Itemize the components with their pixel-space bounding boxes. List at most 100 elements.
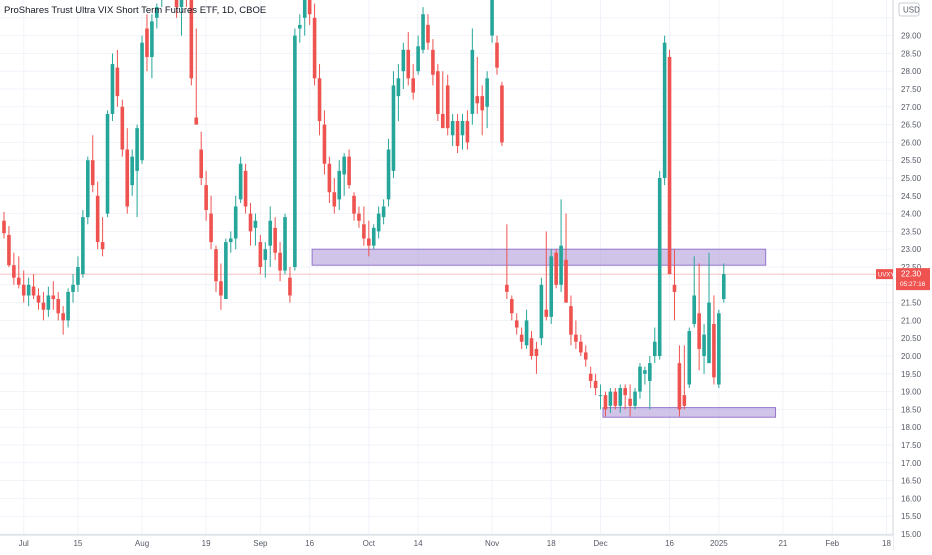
candle[interactable] <box>524 309 529 349</box>
candle[interactable] <box>233 195 238 250</box>
candle[interactable] <box>302 0 307 36</box>
candle[interactable] <box>500 81 504 146</box>
candle[interactable] <box>41 291 46 321</box>
candle[interactable] <box>66 288 70 328</box>
candle[interactable] <box>16 256 21 289</box>
candle[interactable] <box>638 363 642 399</box>
candle[interactable] <box>485 71 489 129</box>
candle[interactable] <box>140 35 144 164</box>
candle[interactable] <box>386 138 391 207</box>
candle[interactable] <box>243 163 248 214</box>
candle[interactable] <box>623 384 627 410</box>
candle[interactable] <box>327 156 332 203</box>
candle[interactable] <box>371 224 376 250</box>
candle[interactable] <box>682 345 687 410</box>
candle[interactable] <box>618 384 623 413</box>
candle[interactable] <box>381 199 386 225</box>
candle[interactable] <box>288 267 292 303</box>
candle[interactable] <box>598 384 603 410</box>
candle[interactable] <box>110 53 115 122</box>
candle[interactable] <box>509 295 514 321</box>
candle[interactable] <box>672 249 677 321</box>
candle[interactable] <box>219 263 223 310</box>
candle[interactable] <box>687 327 692 389</box>
candle[interactable] <box>583 345 588 367</box>
candle[interactable] <box>539 277 544 346</box>
candle[interactable] <box>278 242 282 282</box>
candle[interactable] <box>490 0 494 43</box>
candle[interactable] <box>135 124 139 218</box>
candle[interactable] <box>293 28 297 271</box>
candle[interactable] <box>697 263 701 371</box>
candle[interactable] <box>406 32 411 86</box>
candle[interactable] <box>36 288 41 310</box>
candle[interactable] <box>194 28 199 125</box>
candle[interactable] <box>421 7 425 54</box>
candle[interactable] <box>86 156 90 225</box>
candle[interactable] <box>559 199 563 292</box>
candle[interactable] <box>347 149 351 189</box>
price-axis[interactable]: 15.00 15.50 16.00 16.50 17.00 17.50 18.00 18.50… <box>876 0 932 550</box>
candle[interactable] <box>125 128 130 214</box>
candle[interactable] <box>248 202 253 246</box>
candle[interactable] <box>613 388 618 410</box>
candle[interactable] <box>81 210 85 278</box>
candle[interactable] <box>26 277 31 307</box>
candle[interactable] <box>470 28 475 125</box>
candle[interactable] <box>95 181 100 250</box>
candle[interactable] <box>603 391 608 417</box>
candle[interactable] <box>46 286 51 317</box>
candle[interactable] <box>224 238 228 300</box>
candle[interactable] <box>317 64 322 136</box>
candle[interactable] <box>51 281 56 310</box>
candle[interactable] <box>105 110 110 218</box>
candle[interactable] <box>707 252 711 364</box>
candle[interactable] <box>643 366 647 385</box>
candle[interactable] <box>608 388 613 413</box>
candle[interactable] <box>2 211 6 239</box>
time-axis[interactable]: Jul 15 Aug 19 Sep 16 Oct 14 Nov 18 Dec 16 2025 21 Feb 1… <box>0 534 893 550</box>
price-zone[interactable] <box>311 248 767 266</box>
candle[interactable] <box>31 274 36 300</box>
candle[interactable] <box>588 366 593 389</box>
candle[interactable] <box>12 252 16 285</box>
candle[interactable] <box>179 0 184 36</box>
candle[interactable] <box>214 245 218 292</box>
price-zone[interactable] <box>602 407 777 418</box>
candle[interactable] <box>189 0 194 86</box>
candle[interactable] <box>652 327 657 364</box>
candle[interactable] <box>426 14 430 50</box>
candle[interactable] <box>519 327 524 349</box>
candle[interactable] <box>56 291 61 321</box>
candle[interactable] <box>529 331 534 360</box>
candle[interactable] <box>342 153 346 196</box>
candle[interactable] <box>692 256 696 328</box>
candle[interactable] <box>436 64 440 122</box>
candle[interactable] <box>544 231 549 321</box>
candle[interactable] <box>677 345 682 417</box>
candle[interactable] <box>150 14 154 79</box>
candle[interactable] <box>549 249 554 324</box>
candle[interactable] <box>7 226 11 267</box>
candle[interactable] <box>120 99 125 157</box>
candle[interactable] <box>628 384 632 417</box>
candle[interactable] <box>253 213 258 246</box>
candle[interactable] <box>100 217 105 257</box>
candle[interactable] <box>593 373 598 396</box>
candle[interactable] <box>574 320 578 349</box>
candle[interactable] <box>480 85 485 136</box>
candle[interactable] <box>130 149 134 196</box>
candle[interactable] <box>367 220 371 257</box>
candle[interactable] <box>401 42 406 89</box>
candle[interactable] <box>357 206 361 228</box>
candle[interactable] <box>238 156 243 203</box>
candle[interactable] <box>209 195 213 250</box>
candle[interactable] <box>554 249 558 289</box>
candle[interactable] <box>465 110 470 150</box>
candle[interactable] <box>460 113 465 150</box>
candle[interactable] <box>505 224 509 300</box>
candle[interactable] <box>263 242 268 278</box>
candle[interactable] <box>90 135 95 193</box>
candle[interactable] <box>322 110 327 175</box>
candle[interactable] <box>450 113 455 146</box>
